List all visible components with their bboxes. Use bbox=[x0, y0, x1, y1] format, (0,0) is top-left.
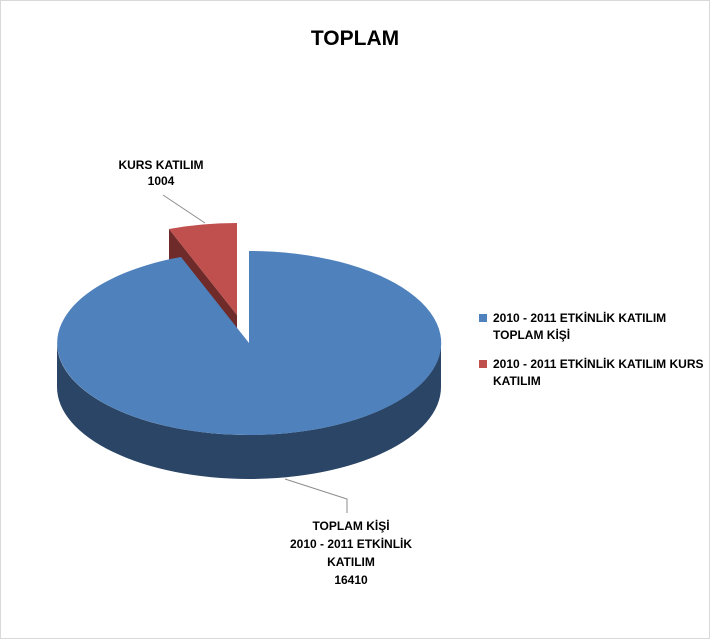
legend-item-kurs: 2010 - 2011 ETKİNLİK KATILIM KURS KATILI… bbox=[479, 356, 709, 390]
slice-toplam bbox=[57, 250, 442, 435]
label-line: 2010 - 2011 ETKİNLİK bbox=[289, 537, 413, 551]
slice-kurs bbox=[169, 223, 237, 315]
label-line: KURS KATILIM bbox=[118, 158, 204, 172]
data-label-kurs: KURS KATILIM 1004 bbox=[101, 157, 221, 189]
legend-label: 2010 - 2011 ETKİNLİK KATILIM KURS KATILI… bbox=[493, 357, 704, 388]
legend-swatch bbox=[479, 360, 487, 368]
chart-title: TOPLAM bbox=[310, 27, 400, 50]
label-value: 16410 bbox=[334, 573, 368, 587]
label-line: KATILIM bbox=[327, 555, 375, 569]
legend-label: 2010 - 2011 ETKİNLİK KATILIM TOPLAM KİŞİ bbox=[493, 311, 667, 342]
data-label-toplam: TOPLAM KİŞİ 2010 - 2011 ETKİNLİK KATILIM… bbox=[271, 517, 431, 589]
label-line: TOPLAM KİŞİ bbox=[312, 519, 390, 533]
slice-toplam-side bbox=[57, 343, 441, 479]
legend-item-toplam: 2010 - 2011 ETKİNLİK KATILIM TOPLAM KİŞİ bbox=[479, 310, 709, 344]
label-value: 1004 bbox=[147, 174, 175, 188]
leader-line-toplam bbox=[284, 478, 348, 513]
leader-line-kurs bbox=[162, 194, 206, 224]
legend-swatch bbox=[479, 314, 487, 322]
